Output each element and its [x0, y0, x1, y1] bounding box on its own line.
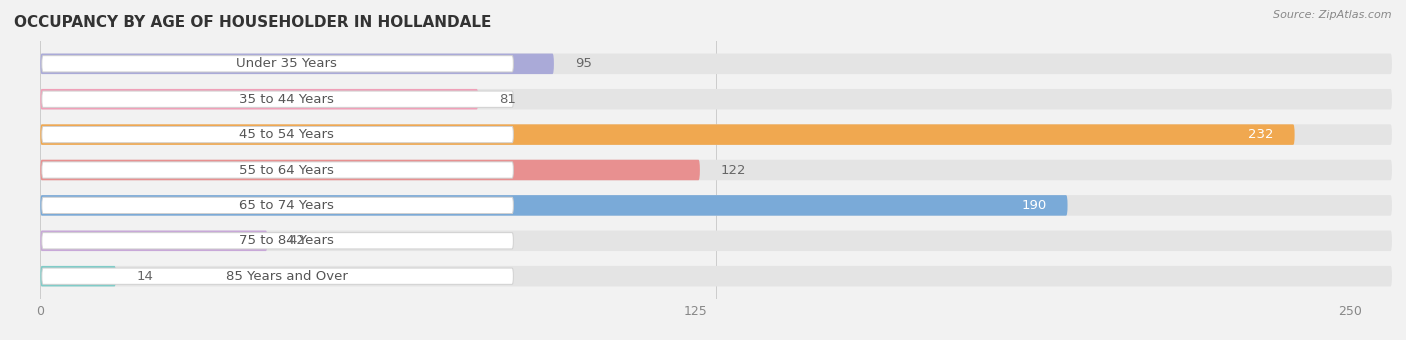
Text: Under 35 Years: Under 35 Years — [236, 57, 337, 70]
Text: 75 to 84 Years: 75 to 84 Years — [239, 234, 335, 247]
Text: 85 Years and Over: 85 Years and Over — [225, 270, 347, 283]
Text: 45 to 54 Years: 45 to 54 Years — [239, 128, 335, 141]
Text: 55 to 64 Years: 55 to 64 Years — [239, 164, 335, 176]
Text: OCCUPANCY BY AGE OF HOUSEHOLDER IN HOLLANDALE: OCCUPANCY BY AGE OF HOUSEHOLDER IN HOLLA… — [14, 15, 492, 30]
FancyBboxPatch shape — [41, 231, 267, 251]
FancyBboxPatch shape — [42, 268, 513, 284]
FancyBboxPatch shape — [42, 233, 513, 249]
FancyBboxPatch shape — [41, 266, 1392, 287]
Text: 35 to 44 Years: 35 to 44 Years — [239, 93, 335, 106]
Text: 122: 122 — [721, 164, 747, 176]
FancyBboxPatch shape — [41, 53, 1392, 74]
FancyBboxPatch shape — [42, 162, 513, 178]
FancyBboxPatch shape — [42, 126, 513, 143]
FancyBboxPatch shape — [42, 197, 513, 214]
FancyBboxPatch shape — [42, 91, 513, 107]
FancyBboxPatch shape — [41, 89, 1392, 109]
FancyBboxPatch shape — [41, 53, 554, 74]
FancyBboxPatch shape — [42, 56, 513, 72]
FancyBboxPatch shape — [41, 89, 478, 109]
FancyBboxPatch shape — [41, 195, 1067, 216]
FancyBboxPatch shape — [41, 195, 1392, 216]
FancyBboxPatch shape — [41, 124, 1295, 145]
Text: 14: 14 — [136, 270, 153, 283]
FancyBboxPatch shape — [41, 266, 115, 287]
FancyBboxPatch shape — [41, 231, 1392, 251]
Text: 232: 232 — [1249, 128, 1274, 141]
FancyBboxPatch shape — [41, 124, 1392, 145]
Text: Source: ZipAtlas.com: Source: ZipAtlas.com — [1274, 10, 1392, 20]
Text: 81: 81 — [499, 93, 516, 106]
Text: 95: 95 — [575, 57, 592, 70]
FancyBboxPatch shape — [41, 160, 1392, 180]
FancyBboxPatch shape — [41, 160, 700, 180]
Text: 190: 190 — [1021, 199, 1046, 212]
Text: 42: 42 — [288, 234, 305, 247]
Text: 65 to 74 Years: 65 to 74 Years — [239, 199, 335, 212]
